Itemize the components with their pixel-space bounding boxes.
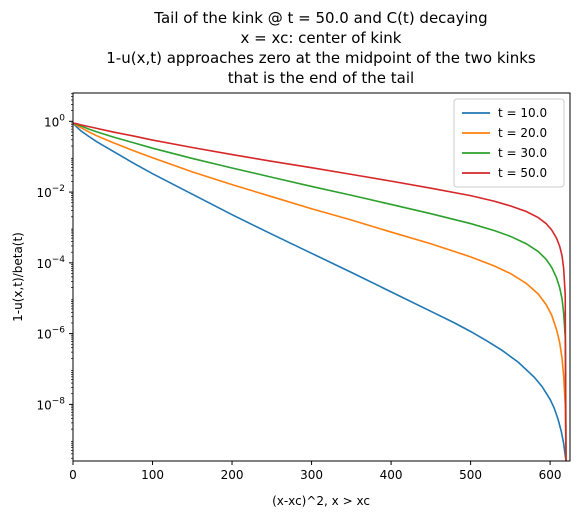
legend-label-1: t = 20.0	[498, 126, 547, 140]
series-line-3	[73, 122, 567, 461]
legend-label-3: t = 50.0	[498, 166, 547, 180]
legend-frame	[453, 98, 565, 188]
title-line-3: 1-u(x,t) approaches zero at the midpoint…	[106, 49, 536, 67]
x-tick-label-3: 300	[300, 468, 323, 482]
series-line-2	[73, 122, 567, 461]
x-axis: 0 100 200 300 400 500 600	[69, 461, 562, 482]
legend-label-0: t = 10.0	[498, 106, 547, 120]
series-line-0	[73, 122, 567, 461]
y-axis: 100 10−2 10−4 10−6 10−8	[36, 93, 73, 459]
y-tick-label-0: 100	[44, 113, 65, 129]
x-tick-label-1: 100	[141, 468, 164, 482]
title-line-2: x = xc: center of kink	[241, 29, 402, 47]
x-tick-label-2: 200	[221, 468, 244, 482]
x-tick-label-0: 0	[69, 468, 77, 482]
title-line-1: Tail of the kink @ t = 50.0 and C(t) dec…	[153, 9, 487, 27]
legend: t = 10.0 t = 20.0 t = 30.0 t = 50.0	[453, 98, 565, 188]
y-tick-label-2: 10−4	[36, 255, 65, 271]
x-axis-label: (x-xc)^2, x > xc	[272, 494, 370, 508]
series-layer	[73, 122, 567, 461]
y-axis-label: 1-u(x,t)/beta(t)	[11, 232, 25, 322]
y-tick-label-1: 10−2	[36, 184, 65, 200]
x-tick-label-6: 600	[539, 468, 562, 482]
x-tick-label-4: 400	[380, 468, 403, 482]
x-tick-label-5: 500	[459, 468, 482, 482]
y-tick-label-3: 10−6	[36, 326, 65, 342]
y-tick-label-4: 10−8	[36, 396, 65, 412]
chart-title: Tail of the kink @ t = 50.0 and C(t) dec…	[106, 9, 536, 87]
legend-label-2: t = 30.0	[498, 146, 547, 160]
title-line-4: that is the end of the tail	[228, 69, 414, 87]
series-line-1	[73, 122, 567, 461]
